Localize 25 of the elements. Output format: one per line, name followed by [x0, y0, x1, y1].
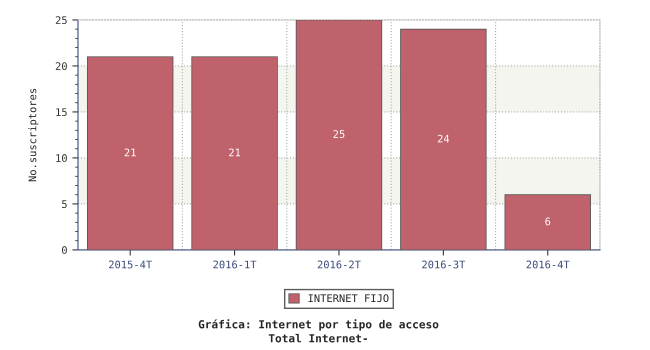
bar [504, 194, 591, 250]
bar [191, 56, 278, 250]
y-tick-label: 20 [56, 62, 67, 70]
data-label: 24 [438, 134, 450, 142]
y-tick-label: 25 [56, 16, 67, 24]
legend-label: INTERNET FIJO [308, 294, 389, 302]
bar [86, 56, 174, 250]
y-tick-label: 15 [56, 108, 67, 116]
text: Total Internet- [268, 334, 368, 342]
data-label: 21 [229, 148, 240, 156]
x-tick-label: 2016-1T [213, 260, 256, 268]
data-label: 6 [545, 217, 550, 226]
y-axis-title: No.suscriptores [28, 88, 38, 182]
x-tick-label: 2016-4T [526, 260, 570, 268]
text: Gráfica: Internet por tipo de acceso [198, 319, 438, 331]
data-label: 21 [124, 148, 136, 156]
x-tick-label: 2016-3T [422, 260, 466, 268]
y-tick-label: 5 [62, 200, 67, 208]
bar [400, 28, 487, 250]
x-tick-label: 2015-4T [109, 260, 152, 268]
bar [296, 20, 382, 250]
data-label: 25 [333, 130, 344, 138]
y-tick-label: 0 [62, 246, 67, 254]
x-tick-label: 2016-2T [318, 260, 361, 268]
y-tick-label: 10 [56, 154, 67, 162]
